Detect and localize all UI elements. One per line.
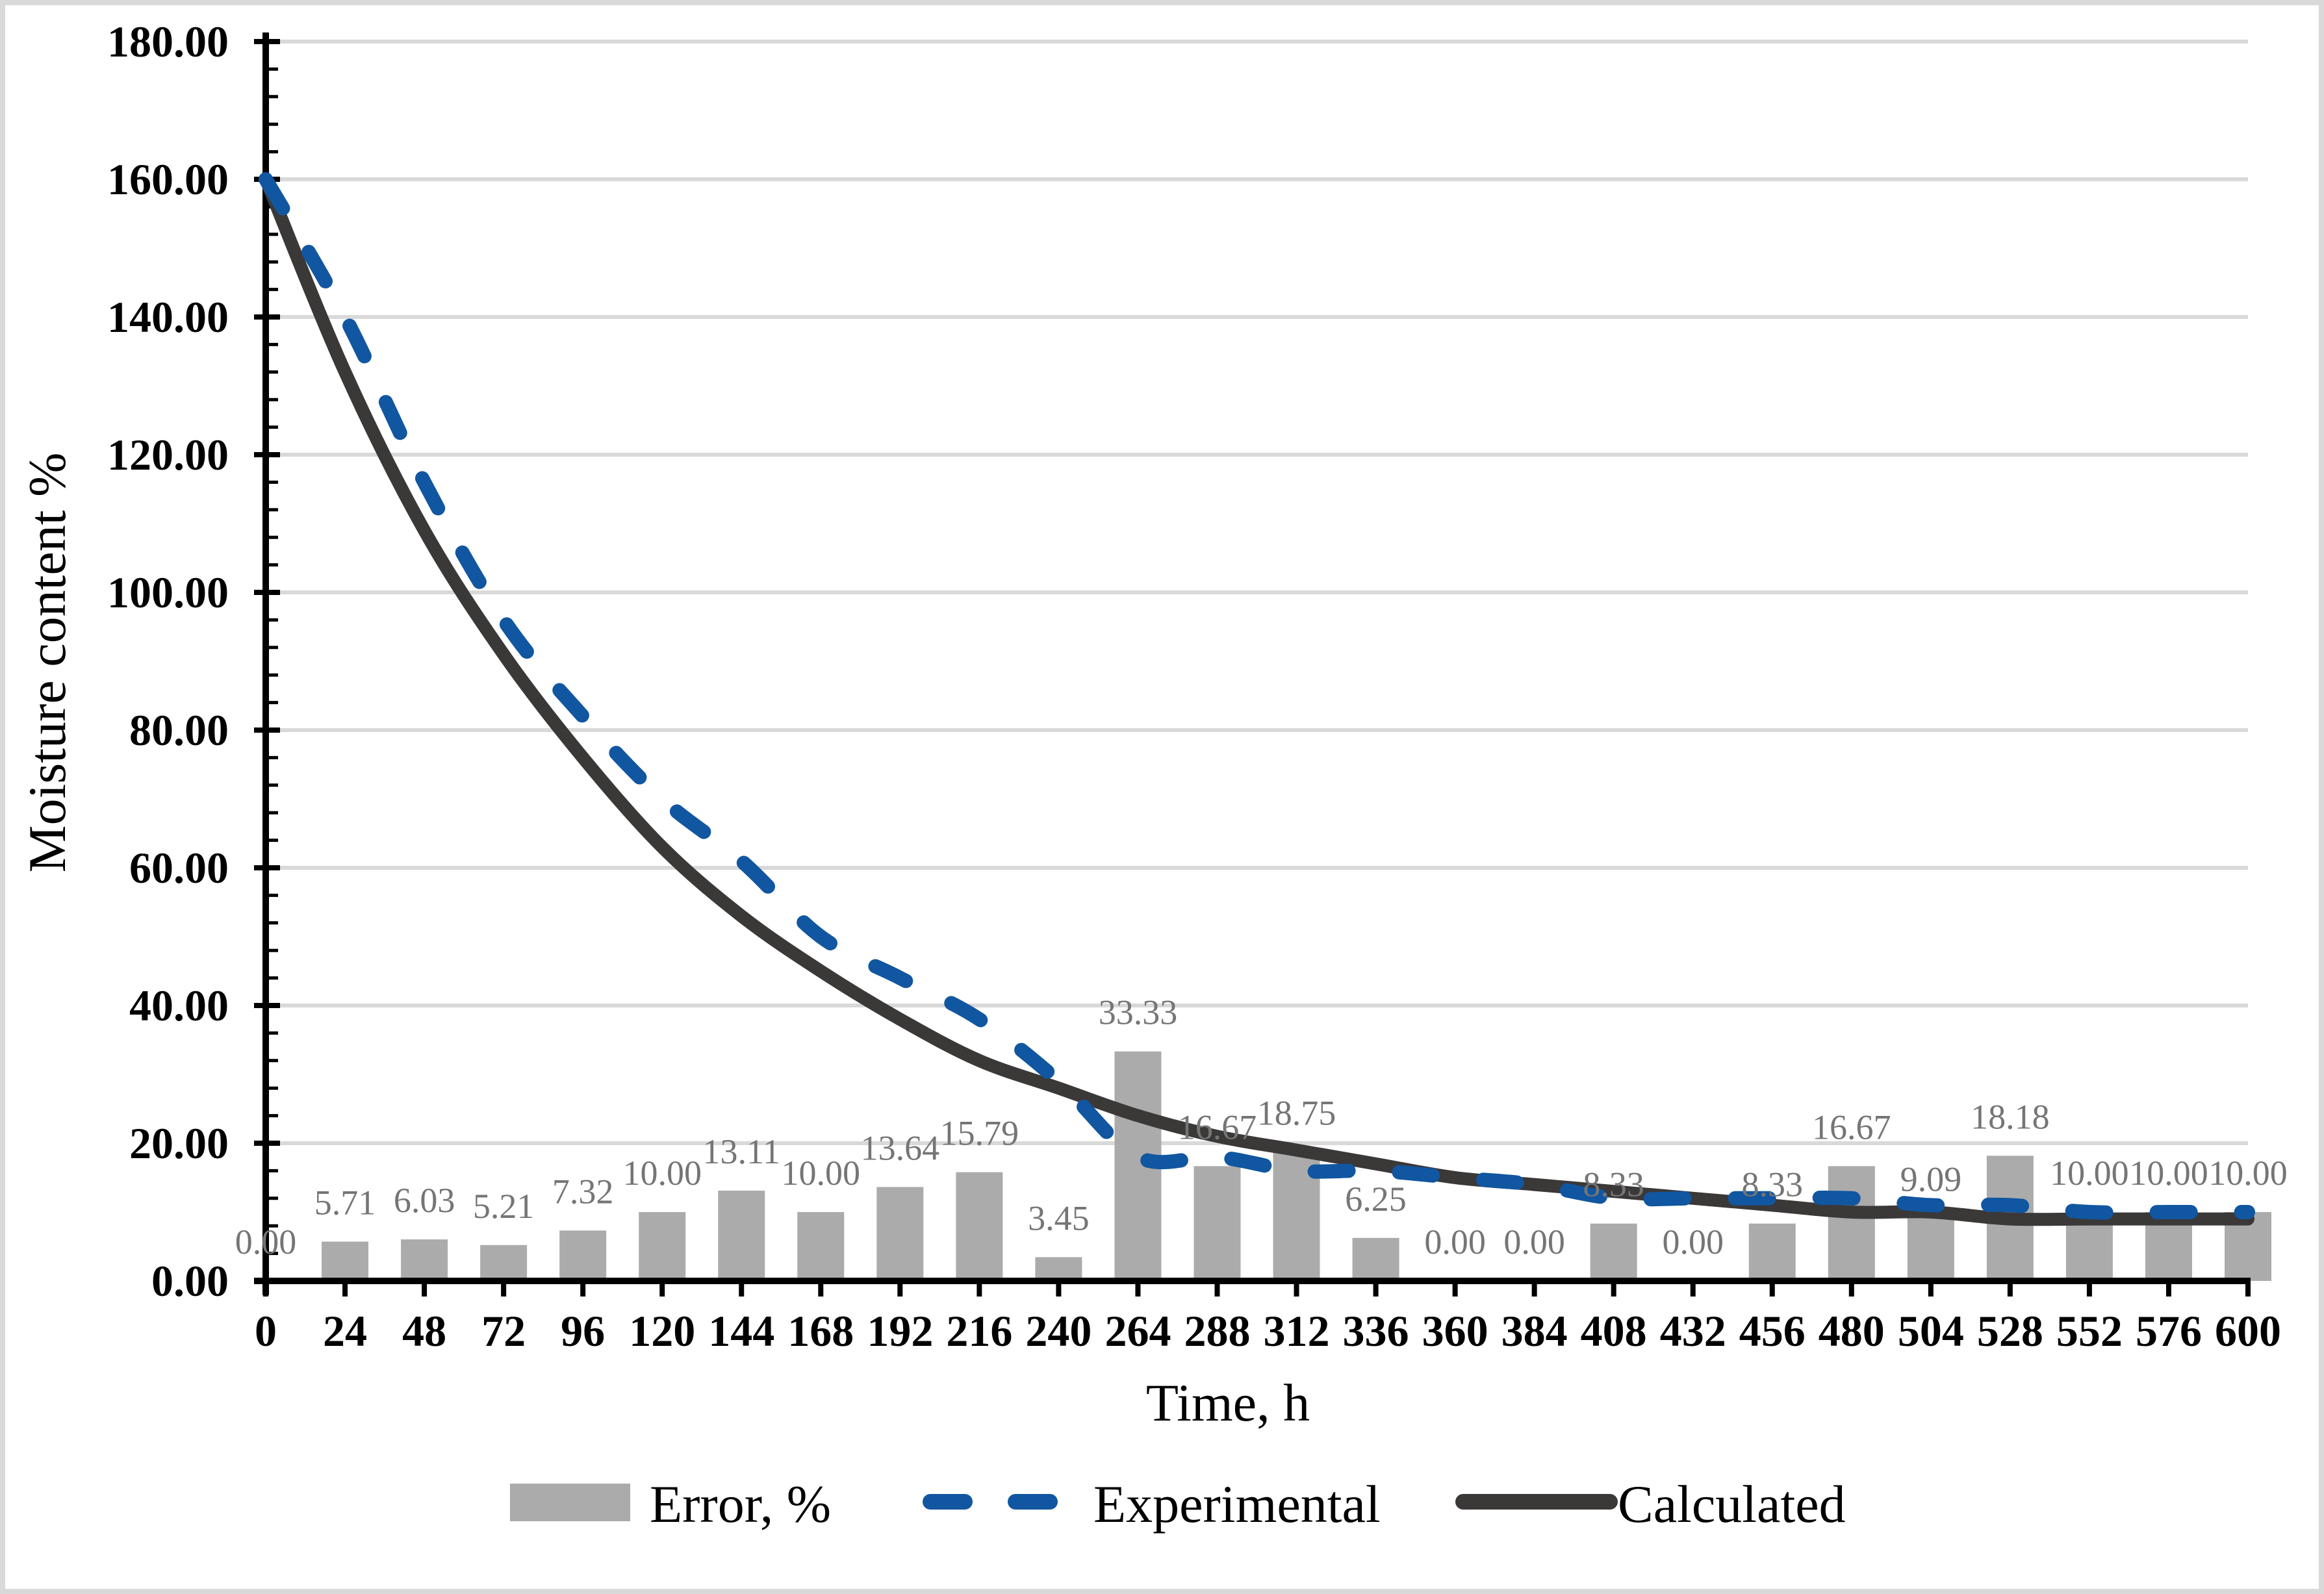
legend-experimental-label: Experimental xyxy=(1093,1474,1381,1534)
error-bar xyxy=(956,1172,1003,1281)
x-tick-label: 24 xyxy=(323,1306,367,1356)
error-bar xyxy=(322,1241,369,1281)
x-tick-label: 216 xyxy=(946,1306,1012,1356)
x-tick-label: 240 xyxy=(1025,1306,1092,1356)
error-bar-label: 18.75 xyxy=(1257,1093,1336,1132)
error-bar-label: 3.45 xyxy=(1028,1198,1090,1237)
error-bar-label: 8.33 xyxy=(1583,1165,1644,1204)
error-bar-label: 16.67 xyxy=(1178,1107,1257,1146)
x-tick-label: 0 xyxy=(255,1306,277,1356)
y-axis-title: Moisture content % xyxy=(18,453,77,873)
y-tick-label: 180.00 xyxy=(107,17,229,66)
x-tick-label: 576 xyxy=(2136,1306,2202,1356)
error-bar-label: 0.00 xyxy=(235,1222,297,1261)
x-tick-label: 48 xyxy=(402,1306,446,1356)
error-bar xyxy=(1194,1166,1241,1281)
x-tick-label: 528 xyxy=(1977,1306,2043,1356)
error-bar xyxy=(639,1212,686,1281)
error-bar-label: 13.64 xyxy=(861,1128,940,1167)
y-tick-label: 40.00 xyxy=(129,981,229,1030)
y-tick-labels: 0.00 20.00 40.00 60.00 80.00 100.00 120.00 140.… xyxy=(107,17,229,1306)
error-bar xyxy=(1828,1166,1875,1281)
error-bar xyxy=(1748,1223,1796,1281)
y-tick-label: 20.00 xyxy=(129,1119,229,1168)
legend: Error, % Experimental Calculated xyxy=(510,1474,1846,1534)
error-bar-label: 6.03 xyxy=(394,1181,455,1220)
y-tick-label: 140.00 xyxy=(107,292,229,342)
x-tick-label: 408 xyxy=(1581,1306,1647,1356)
x-tick-label: 312 xyxy=(1264,1306,1330,1356)
error-bar xyxy=(1352,1237,1399,1281)
gridlines xyxy=(266,40,2248,1145)
error-bar-label: 10.00 xyxy=(2208,1154,2288,1193)
legend-error-swatch xyxy=(510,1484,630,1521)
y-tick-label: 80.00 xyxy=(129,705,229,755)
x-tick-label: 72 xyxy=(481,1306,526,1356)
error-bar-labels: 0.005.71 6.03 5.21 7.32 10.0013.1110.0013.64… xyxy=(235,993,2288,1261)
y-tick-label: 0.00 xyxy=(151,1256,229,1306)
error-bar-label: 0.00 xyxy=(1662,1222,1724,1261)
x-tick-label: 264 xyxy=(1105,1306,1171,1356)
x-axis-title: Time, h xyxy=(1146,1373,1310,1432)
error-bar xyxy=(559,1230,607,1281)
error-bar xyxy=(480,1245,528,1281)
error-bars-series xyxy=(322,1051,2271,1281)
x-tick-label: 552 xyxy=(2056,1306,2123,1356)
error-bar-label: 33.33 xyxy=(1099,993,1178,1032)
x-tick-label: 360 xyxy=(1422,1306,1488,1356)
x-tick-label: 480 xyxy=(1819,1306,1885,1356)
error-bar-label: 6.25 xyxy=(1345,1180,1407,1219)
error-bar-label: 9.09 xyxy=(1900,1160,1962,1199)
axes xyxy=(254,32,2251,1297)
error-bar xyxy=(718,1191,765,1281)
legend-error-label: Error, % xyxy=(650,1474,831,1534)
error-bar xyxy=(797,1212,845,1281)
error-bar-label: 10.00 xyxy=(622,1154,702,1193)
error-bar-label: 0.00 xyxy=(1424,1222,1486,1261)
y-tick-label: 120.00 xyxy=(107,430,229,479)
x-tick-labels: 0 24 48 72 96 120 144 168 192 216 240 264 288 312 336 3… xyxy=(255,1306,2281,1356)
error-bar-label: 7.32 xyxy=(552,1172,614,1211)
x-tick-label: 120 xyxy=(629,1306,695,1356)
legend-calculated-label: Calculated xyxy=(1618,1474,1846,1534)
error-bar-label: 0.00 xyxy=(1503,1222,1565,1261)
x-tick-label: 504 xyxy=(1898,1306,1964,1356)
x-tick-label: 384 xyxy=(1501,1306,1568,1356)
error-bar-label: 5.71 xyxy=(314,1183,376,1222)
error-bar-label: 16.67 xyxy=(1812,1107,1891,1146)
error-bar-label: 18.18 xyxy=(1971,1097,2050,1136)
x-tick-label: 168 xyxy=(787,1306,854,1356)
x-tick-label: 144 xyxy=(708,1306,774,1356)
x-tick-label: 336 xyxy=(1343,1306,1409,1356)
y-tick-label: 60.00 xyxy=(129,843,229,892)
error-bar xyxy=(1590,1223,1637,1281)
x-tick-label: 456 xyxy=(1739,1306,1806,1356)
experimental-line xyxy=(259,172,2255,1220)
error-bar xyxy=(1035,1257,1082,1281)
error-bar-label: 10.00 xyxy=(782,1154,861,1193)
x-tick-label: 192 xyxy=(867,1306,933,1356)
error-bar-label: 8.33 xyxy=(1742,1165,1804,1204)
y-tick-label: 100.00 xyxy=(107,568,229,617)
x-tick-label: 288 xyxy=(1184,1306,1250,1356)
error-bar xyxy=(876,1187,924,1281)
error-bar-label: 5.21 xyxy=(473,1187,535,1226)
y-tick-label: 160.00 xyxy=(107,155,229,204)
error-bar-label: 10.00 xyxy=(2129,1154,2208,1193)
error-bar-label: 15.79 xyxy=(940,1114,1019,1153)
x-tick-label: 600 xyxy=(2215,1306,2281,1356)
calculated-line xyxy=(259,173,2254,1226)
error-bar-label: 13.11 xyxy=(702,1132,780,1171)
x-tick-label: 432 xyxy=(1660,1306,1726,1356)
error-bar-label: 10.00 xyxy=(2050,1154,2129,1193)
x-tick-label: 96 xyxy=(561,1306,605,1356)
error-bar xyxy=(401,1239,448,1281)
error-bar xyxy=(1907,1218,1954,1281)
